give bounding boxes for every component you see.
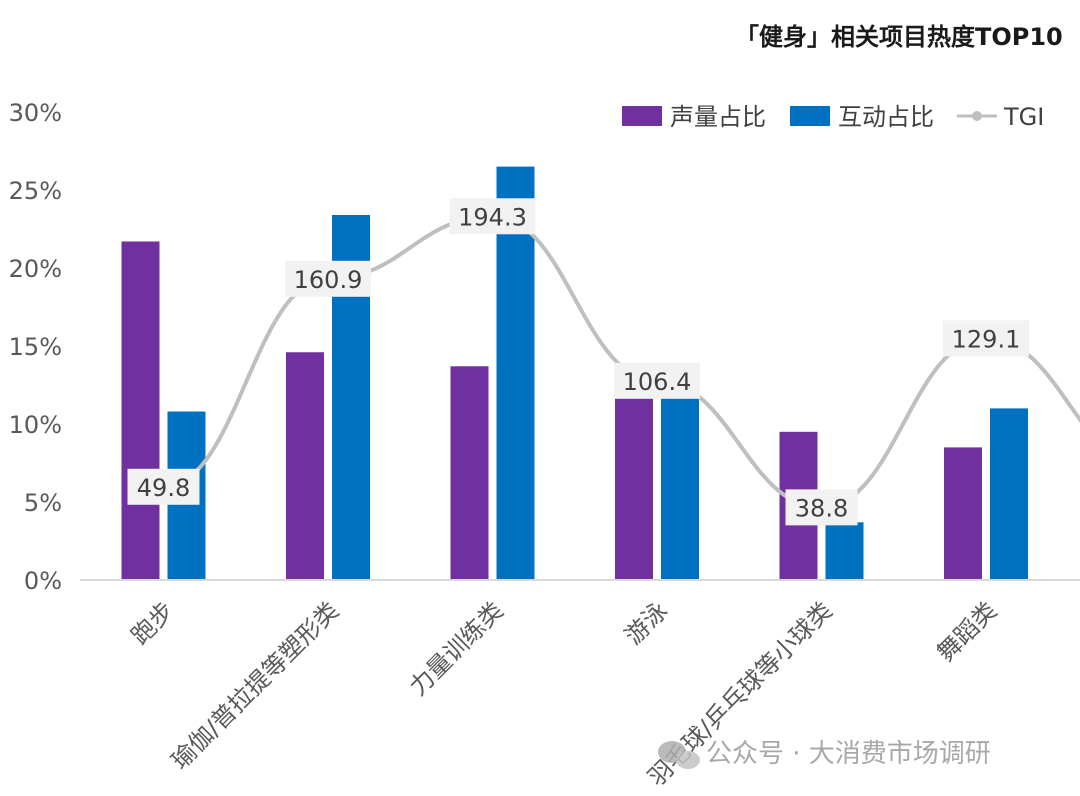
- tgi-data-label: 194.3: [458, 203, 527, 231]
- legend-label-tgi: TGI: [1003, 103, 1044, 131]
- tgi-series: 49.8 160.9 194.3 106.4 38.8 129.1: [127, 198, 1080, 526]
- legend-swatch-interaction: [790, 106, 830, 126]
- y-tick-label: 0%: [24, 567, 62, 595]
- y-tick-label: 20%: [9, 255, 62, 283]
- x-category-label: 跑步: [126, 596, 180, 650]
- legend: 声量占比 互动占比 TGI: [622, 103, 1044, 131]
- x-category-label: 舞蹈类: [932, 596, 1003, 667]
- watermark: 公众号 · 大消费市场调研: [658, 739, 991, 769]
- tgi-label-box: [127, 468, 200, 505]
- chart-title: 「健身」相关项目热度TOP10: [735, 23, 1063, 51]
- y-tick-label: 25%: [9, 177, 62, 205]
- tgi-data-label: 49.8: [137, 474, 190, 502]
- legend-swatch-tgi-marker: [972, 111, 982, 121]
- legend-label-interaction: 互动占比: [838, 103, 934, 131]
- x-category-label: 瑜伽/普拉提等塑形类: [166, 596, 344, 774]
- bar-interaction-share: [496, 166, 535, 580]
- tgi-data-label: 129.1: [952, 325, 1021, 353]
- tgi-label-box: [614, 362, 700, 399]
- tgi-data-label: 106.4: [623, 368, 692, 396]
- bars: [121, 166, 1028, 581]
- bar-volume-share: [286, 352, 324, 580]
- bar-volume-share: [450, 366, 489, 580]
- tgi-label-box: [449, 198, 536, 235]
- y-tick-label: 10%: [9, 411, 62, 439]
- y-tick-label: 30%: [9, 99, 62, 127]
- legend-label-volume: 声量占比: [670, 103, 766, 131]
- tgi-label-box: [943, 320, 1029, 357]
- tgi-data-label: 160.9: [294, 266, 363, 294]
- watermark-text: 公众号 · 大消费市场调研: [706, 739, 991, 769]
- bar-interaction-share: [990, 408, 1028, 580]
- legend-swatch-volume: [622, 106, 662, 126]
- y-tick-label: 15%: [9, 333, 62, 361]
- bar-interaction-share: [825, 522, 864, 580]
- bar-volume-share: [615, 389, 653, 580]
- wechat-icon: [658, 741, 700, 769]
- bar-interaction-share: [661, 377, 699, 580]
- x-category-label: 游泳: [620, 596, 674, 650]
- x-category-label: 力量训练类: [404, 596, 509, 701]
- tgi-data-label: 38.8: [795, 494, 848, 522]
- y-tick-label: 5%: [24, 489, 62, 517]
- tgi-label-box: [285, 260, 371, 297]
- y-axis: 0% 5% 10% 15% 20% 25% 30%: [9, 99, 62, 595]
- bar-volume-share: [121, 241, 160, 581]
- tgi-label-box: [785, 489, 858, 526]
- bar-volume-share: [944, 447, 982, 580]
